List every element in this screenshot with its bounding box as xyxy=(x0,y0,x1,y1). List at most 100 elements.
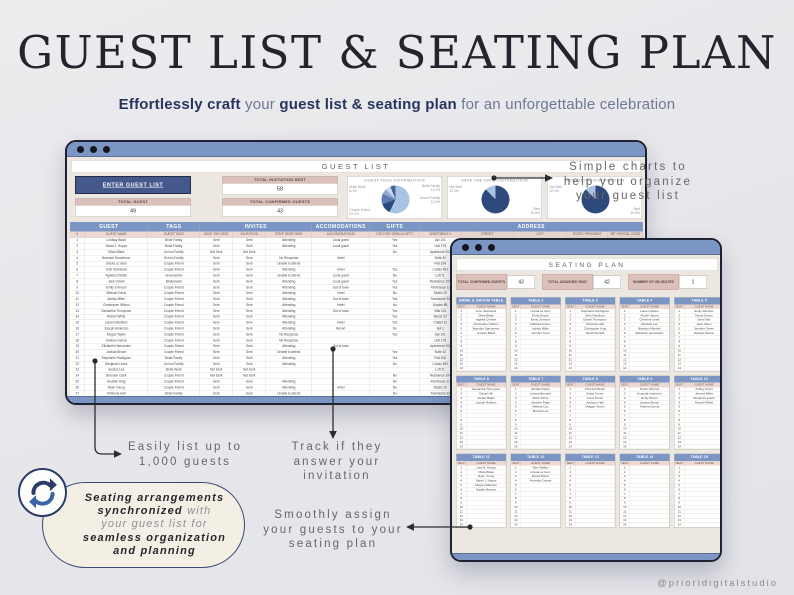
seat-guest-name[interactable] xyxy=(575,474,615,479)
table-cell[interactable]: Couple Friend xyxy=(148,308,200,315)
seating-table-name[interactable]: TABLE 9 xyxy=(620,375,670,383)
table-cell[interactable]: Attending xyxy=(266,320,312,327)
table-cell[interactable]: Groom Family xyxy=(148,249,200,256)
table-cell[interactable]: Jack Orwell xyxy=(85,278,148,285)
seat-guest-name[interactable]: Olivia Blake xyxy=(466,313,506,318)
seat-guest-name[interactable]: Michelle Lee xyxy=(630,322,670,327)
seat-row[interactable]: 12 xyxy=(456,357,506,362)
seat-guest-name[interactable]: Melissa Cox xyxy=(521,405,561,410)
window-dot-icon[interactable] xyxy=(475,243,482,251)
seat-guest-name[interactable] xyxy=(466,409,506,414)
column-header[interactable]: APARTMENT # xyxy=(420,231,461,238)
seat-guest-name[interactable]: Agatha Christie xyxy=(466,317,506,323)
seat-row[interactable]: 2 Dylan Turner xyxy=(565,391,615,397)
seat-guest-name[interactable] xyxy=(466,514,506,519)
seat-row[interactable]: 8 xyxy=(456,339,506,345)
seat-row[interactable]: 3 Agatha Christie xyxy=(456,317,506,323)
seat-guest-name[interactable] xyxy=(630,348,670,354)
seat-guest-name[interactable] xyxy=(684,440,720,445)
seat-row[interactable]: 4 Matthew Green xyxy=(511,322,561,327)
seat-row[interactable]: 1 Lisa M. Garcia xyxy=(456,465,506,471)
seat-guest-name[interactable] xyxy=(521,518,561,523)
seat-row[interactable]: 9 xyxy=(565,344,615,349)
table-cell[interactable]: No xyxy=(370,379,420,385)
seating-window-titlebar[interactable] xyxy=(452,240,720,255)
table-cell[interactable]: Sent xyxy=(200,302,233,309)
column-group-header[interactable]: GIFTS xyxy=(370,222,420,232)
seat-guest-name[interactable] xyxy=(575,509,615,515)
seat-guest-name[interactable] xyxy=(684,479,720,484)
seat-row[interactable]: 5 xyxy=(674,405,720,410)
table-cell[interactable]: 26 xyxy=(70,384,85,391)
table-cell[interactable]: Sent xyxy=(233,237,266,244)
seat-guest-name[interactable]: Natalie Barnes xyxy=(466,487,506,493)
seat-row[interactable]: 4 Christopher Wilson xyxy=(456,322,506,327)
seat-guest-name[interactable] xyxy=(575,487,615,493)
seating-table-name[interactable]: TABLE 11 xyxy=(456,454,506,461)
seat-row[interactable]: 1 Dustin Morrow xyxy=(620,387,670,392)
seat-guest-name[interactable] xyxy=(521,344,561,349)
seat-row[interactable]: 3 xyxy=(620,474,670,479)
seat-guest-name[interactable] xyxy=(630,492,670,497)
table-cell[interactable]: Not Sent xyxy=(200,249,233,256)
table-cell[interactable]: Sent xyxy=(233,320,266,327)
seat-row[interactable]: 6 Elizabeth Hernandez xyxy=(620,331,670,336)
guest-window-titlebar[interactable] xyxy=(67,142,645,157)
seat-row[interactable]: 12 xyxy=(456,514,506,519)
seat-row[interactable]: 8 xyxy=(620,496,670,501)
table-cell[interactable]: Sent xyxy=(200,384,233,391)
seat-row[interactable]: 3 Anna Turner xyxy=(565,396,615,401)
seat-guest-name[interactable]: Lindsay Black xyxy=(466,331,506,336)
seat-row[interactable]: 12 xyxy=(456,435,506,441)
seat-guest-name[interactable] xyxy=(521,353,561,358)
seat-row[interactable]: 1 xyxy=(565,465,615,471)
seat-row[interactable]: 10 xyxy=(511,348,561,354)
seat-guest-name[interactable]: David Wilson xyxy=(521,474,561,479)
table-cell[interactable] xyxy=(312,355,370,362)
seating-table-name[interactable]: TABLE 13 xyxy=(565,454,615,461)
seat-row[interactable]: 6 Jennifer Scott xyxy=(511,331,561,336)
seat-row[interactable]: 11 xyxy=(620,431,670,436)
seat-guest-name[interactable]: Emily Johnson xyxy=(521,317,561,323)
table-cell[interactable]: Attending xyxy=(266,361,312,368)
seat-row[interactable]: 4 Russell White xyxy=(674,400,720,406)
seat-guest-name[interactable] xyxy=(466,361,506,367)
seat-guest-name[interactable]: Olivia Torres xyxy=(521,396,561,401)
seat-guest-name[interactable] xyxy=(684,510,720,515)
table-cell[interactable]: Jessica Lee xyxy=(85,367,148,374)
seat-row[interactable]: 10 xyxy=(456,427,506,432)
table-cell[interactable]: Local guest xyxy=(312,243,370,250)
seat-guest-name[interactable] xyxy=(684,340,720,345)
table-cell[interactable]: 3 xyxy=(70,249,85,256)
seat-row[interactable]: 4 xyxy=(565,478,615,484)
seat-guest-name[interactable]: Dylan Turner xyxy=(575,391,615,397)
table-cell[interactable]: Not Sent xyxy=(233,367,266,374)
seat-row[interactable]: 3 Olivia Torres xyxy=(511,396,561,401)
seat-guest-name[interactable]: Daniel Thompson xyxy=(575,317,615,323)
seat-guest-name[interactable] xyxy=(521,431,561,436)
seat-row[interactable]: 14 xyxy=(565,444,615,450)
table-cell[interactable] xyxy=(266,249,312,256)
seat-row[interactable]: 3 Daniel Thompson xyxy=(565,317,615,323)
table-cell[interactable]: Attending xyxy=(266,343,312,350)
seat-row[interactable]: 12 xyxy=(565,435,615,441)
seat-guest-name[interactable] xyxy=(521,500,561,506)
seat-row[interactable]: 14 xyxy=(565,522,615,528)
window-dot-icon[interactable] xyxy=(77,145,84,153)
seat-guest-name[interactable] xyxy=(466,518,506,523)
seat-guest-name[interactable] xyxy=(575,339,615,345)
table-cell[interactable]: 11 xyxy=(70,296,85,303)
seat-guest-name[interactable] xyxy=(575,422,615,428)
seat-row[interactable]: 8 xyxy=(565,496,615,501)
seat-row[interactable]: 9 xyxy=(565,500,615,506)
table-cell[interactable] xyxy=(370,255,420,262)
table-cell[interactable]: Unable to attend xyxy=(266,261,312,268)
seat-guest-name[interactable] xyxy=(630,435,670,441)
seat-guest-name[interactable] xyxy=(575,335,615,340)
seat-guest-name[interactable]: Samantha Thompson xyxy=(466,387,506,392)
seat-row[interactable]: 9 xyxy=(674,422,720,428)
seat-row[interactable]: 2 Amanda Anderson xyxy=(620,391,670,397)
table-cell[interactable]: 16 xyxy=(70,326,85,332)
seat-row[interactable]: 4 Deborah Hall xyxy=(565,322,615,327)
seat-row[interactable]: 14 xyxy=(511,522,561,528)
